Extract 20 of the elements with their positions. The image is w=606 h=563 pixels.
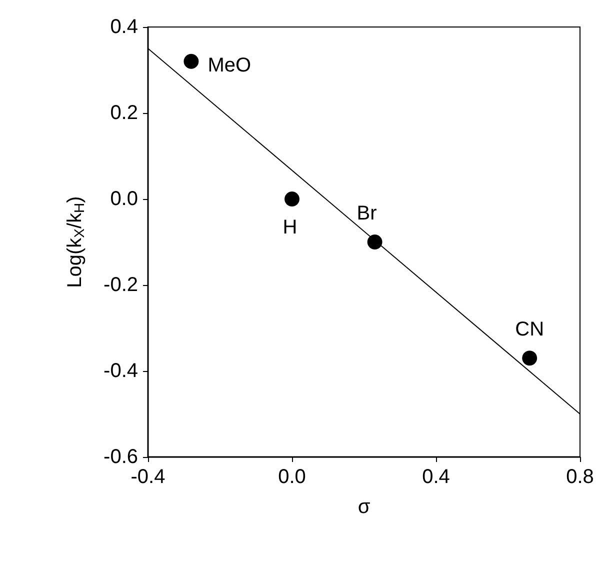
y-tick-label: -0.6 — [104, 446, 138, 468]
y-tick-label: 0.2 — [110, 102, 138, 124]
annotation: CN — [515, 318, 544, 341]
annotation: Br — [356, 202, 378, 224]
x-tick-label: 0.0 — [278, 466, 306, 488]
x-tick-label: 0.4 — [422, 466, 450, 488]
x-tick-label: 0.8 — [566, 466, 594, 488]
x-axis-title: σ — [358, 496, 371, 518]
annotation: MeO — [208, 54, 252, 76]
point — [522, 350, 538, 366]
y-axis-title: Log(kX/kH) — [64, 196, 87, 288]
point — [367, 234, 382, 250]
x-tick-label: -0.4 — [130, 466, 166, 488]
point — [284, 192, 300, 206]
y-tick-label: 0.4 — [110, 16, 138, 38]
point — [184, 54, 199, 69]
y-tick-label: -0.2 — [104, 274, 138, 296]
y-tick-label: 0.0 — [110, 188, 138, 210]
annotation: H — [282, 216, 298, 238]
y-tick-label: -0.4 — [104, 360, 138, 382]
